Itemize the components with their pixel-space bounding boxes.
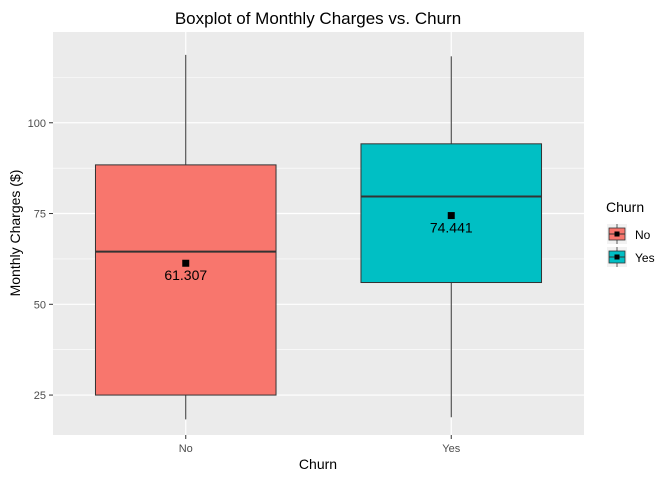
chart-title: Boxplot of Monthly Charges vs. Churn [175,9,461,28]
y-tick-label: 100 [28,118,46,130]
y-axis-title: Monthly Charges ($) [7,170,23,297]
legend-item-no: No [607,224,651,244]
mean-point [182,259,190,267]
mean-point [447,212,455,220]
legend: Churn No Yes [606,199,655,267]
x-tick-label: Yes [442,443,460,455]
x-tick-label: No [179,443,193,455]
legend-key-mean [614,231,620,237]
legend-key-mean [614,254,620,260]
legend-items: No Yes [607,224,655,267]
box-yes: 74.441 [360,56,543,418]
legend-item-label: Yes [635,251,655,265]
mean-label: 61.307 [164,267,207,283]
x-axis-title: Churn [299,456,337,472]
y-tick-label: 25 [34,390,46,402]
legend-title: Churn [606,199,644,215]
boxes-layer: 61.307 74.441 [94,54,543,420]
box-no: 61.307 [94,54,277,420]
y-tick-label: 50 [34,299,46,311]
x-axis: No Yes [179,435,461,455]
mean-label: 74.441 [430,220,473,236]
legend-item-yes: Yes [607,247,655,267]
y-tick-label: 75 [34,209,46,221]
y-axis: 25 50 75 100 [28,118,53,402]
legend-item-label: No [635,228,651,242]
box-body [94,164,277,396]
